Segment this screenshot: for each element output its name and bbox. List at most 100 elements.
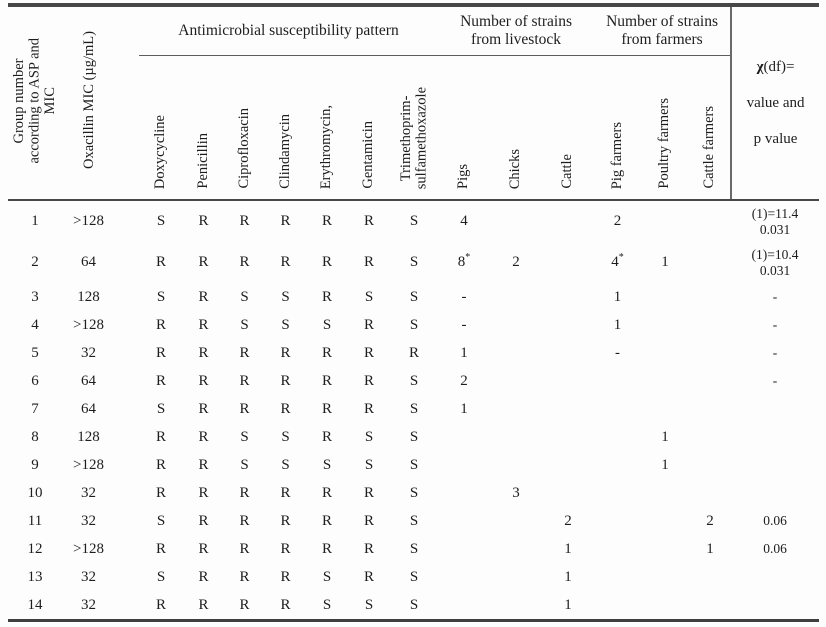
cell-ciprofloxacin: S <box>240 288 249 305</box>
cell-oxacillin-mic: 128 <box>77 428 100 445</box>
cell-erythromycin: R <box>321 400 332 417</box>
cell-erythromycin: S <box>322 568 332 585</box>
cell-poultry-farmers <box>641 311 689 339</box>
cell-trimethoprim: S <box>409 316 419 333</box>
table-row: 11 32 S R R R R R S 2 2 0.06 <box>8 507 819 535</box>
cell-pig-farmers <box>594 367 641 395</box>
erythromycin-label: Erythromycin, <box>318 104 335 189</box>
header-columns-row: Doxycycline Penicillin Ciprofloxacin Cli… <box>8 55 819 201</box>
cell-oxacillin-mic: 64 <box>81 400 96 417</box>
cell-group-number: 10 <box>27 484 43 501</box>
cell-clindamycin: S <box>281 456 290 473</box>
ciprofloxacin-label: Ciprofloxacin <box>235 108 252 189</box>
cell-pig-farmers: 1 <box>613 288 622 305</box>
group-number-label: Group number according to ASP and MIC <box>10 37 58 164</box>
cell-cattle-farmers <box>689 283 731 311</box>
pig-farmers-label: Pig farmers <box>608 121 625 189</box>
cell-penicillin: R <box>198 254 209 270</box>
cell-chicks: 2 <box>512 254 520 270</box>
table-row: 12 >128 R R R R R R S 1 1 0.06 <box>8 535 819 563</box>
cell-gentamicin: R <box>363 512 374 529</box>
cell-doxycycline: R <box>155 316 166 333</box>
cell-chicks <box>490 507 542 535</box>
cell-group-number: 2 <box>31 254 39 270</box>
cell-pig-farmers <box>594 507 641 535</box>
cell-pigs: 8* <box>457 252 471 271</box>
col-header-group-number: Group number according to ASP and MIC <box>8 5 62 201</box>
cell-poultry-farmers <box>641 563 689 591</box>
chicks-label: Chicks <box>507 148 524 189</box>
cell-ciprofloxacin: S <box>240 316 249 333</box>
cell-doxycycline: S <box>156 568 166 585</box>
cell-poultry-farmers <box>641 283 689 311</box>
cell-pigs <box>438 535 490 563</box>
cell-group-number: 3 <box>31 288 39 305</box>
cell-erythromycin: R <box>321 512 332 529</box>
cell-cattle: 2 <box>564 512 572 529</box>
cell-pigs: - <box>461 316 467 333</box>
cell-pigs <box>438 423 490 451</box>
chi-header-line2: value and <box>746 95 805 111</box>
col-header-cattle-farmers: Cattle farmers <box>689 55 732 201</box>
cell-cattle-farmers <box>689 563 731 591</box>
asterisk-marker: * <box>618 252 624 263</box>
col-header-chi-value: χ(df)= value and p value <box>730 5 820 201</box>
cell-chi-value <box>731 451 819 479</box>
cattle-farmers-label: Cattle farmers <box>700 106 717 189</box>
cell-chicks <box>490 591 543 621</box>
cell-group-number: 4 <box>31 316 39 333</box>
cell-chi-value: - <box>772 317 778 332</box>
chi-df-text: (df)= <box>763 59 795 75</box>
table-row: 4 >128 R R S S S R S - 1 - <box>8 311 819 339</box>
cell-clindamycin: R <box>280 568 291 585</box>
cell-clindamycin: S <box>281 316 290 333</box>
cell-pigs <box>438 591 491 621</box>
col-header-doxycycline: Doxycycline <box>139 55 183 201</box>
cell-trimethoprim: S <box>409 568 419 585</box>
table-row: 3 128 S R S S R S S - 1 - <box>8 283 819 311</box>
cell-oxacillin-mic: >128 <box>73 213 104 229</box>
cell-gentamicin: R <box>363 254 374 270</box>
cell-poultry-farmers <box>641 507 689 535</box>
doxycycline-label: Doxycycline <box>152 114 169 189</box>
cell-penicillin: R <box>198 344 209 361</box>
cell-chi-value <box>731 479 819 507</box>
col-header-penicillin: Penicillin <box>183 55 224 201</box>
cell-clindamycin: R <box>280 344 291 361</box>
cell-poultry-farmers <box>641 200 689 242</box>
cell-penicillin: R <box>183 591 224 621</box>
cell-cattle-farmers <box>689 311 731 339</box>
cell-chi-value <box>731 563 819 591</box>
cell-group-number: 8 <box>31 428 39 445</box>
cell-gentamicin: S <box>364 456 374 473</box>
cell-erythromycin: R <box>321 428 332 445</box>
cell-group-number: 1 <box>31 213 39 229</box>
cell-ciprofloxacin: R <box>239 344 250 361</box>
cell-chi-value: 0.06 <box>763 513 787 528</box>
cell-oxacillin-mic: >128 <box>73 540 104 557</box>
cell-group-number: 11 <box>27 512 43 529</box>
cell-erythromycin: R <box>321 254 332 270</box>
cell-cattle <box>542 242 594 283</box>
cell-trimethoprim: S <box>409 400 419 417</box>
cell-trimethoprim: S <box>409 512 419 529</box>
cell-penicillin: R <box>198 213 209 229</box>
table-row: 10 32 R R R R R R S 3 <box>8 479 819 507</box>
table-row: 5 32 R R R R R R R 1 - - <box>8 339 819 367</box>
chi-symbol: χ <box>756 59 764 75</box>
table-header: Group number according to ASP and MIC Ox… <box>8 5 820 201</box>
cell-erythromycin: R <box>321 288 332 305</box>
cell-poultry-farmers: 1 <box>661 456 669 473</box>
cell-chi-value: - <box>772 345 778 360</box>
cell-pig-farmers <box>594 591 642 621</box>
cell-doxycycline: R <box>155 428 166 445</box>
cell-cattle-farmers: 2 <box>706 512 714 529</box>
cell-pig-farmers: 4* <box>611 252 624 271</box>
cell-poultry-farmers <box>641 395 689 423</box>
cell-clindamycin: R <box>280 400 291 417</box>
cell-chicks <box>490 339 542 367</box>
cell-cattle-farmers: 1 <box>706 540 714 557</box>
pigs-label: Pigs <box>455 164 472 189</box>
cell-poultry-farmers: 1 <box>661 254 669 270</box>
cell-doxycycline: R <box>155 254 166 270</box>
